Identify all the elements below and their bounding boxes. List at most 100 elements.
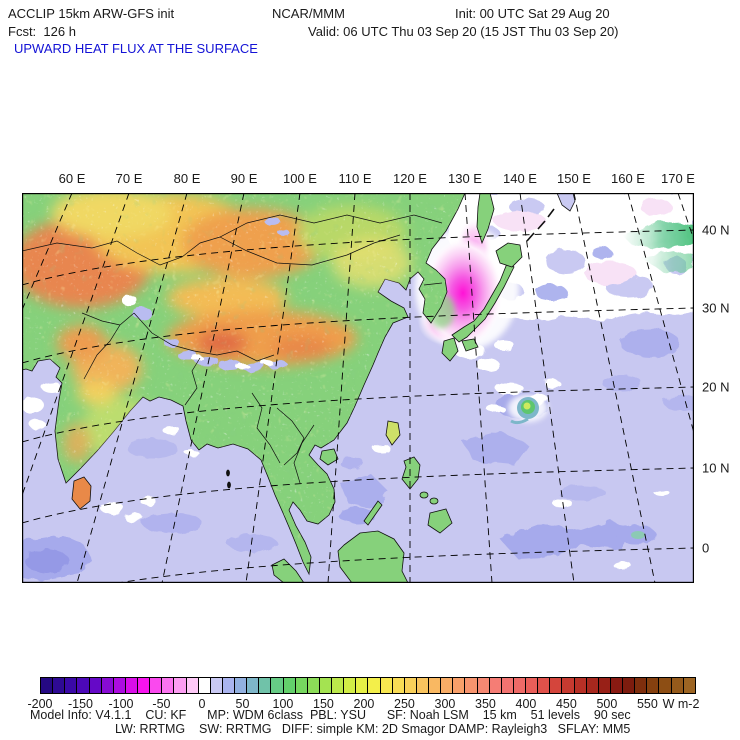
kuril-islands [526, 208, 555, 242]
model-info-line2: LW: RRTMG SW: RRTMG DIFF: simple KM: 2D … [115, 722, 631, 736]
colorbar-cell [453, 678, 466, 693]
sakhalin [476, 193, 495, 245]
lat-label: 20 N [702, 379, 730, 395]
sri-lanka [71, 476, 92, 510]
colorbar-cell [586, 678, 599, 693]
lon-label: 70 E [115, 171, 143, 186]
honshu [451, 260, 515, 343]
colorbar-cell [489, 678, 502, 693]
model-title: ACCLIP 15km ARW-GFS init [8, 6, 175, 21]
colorbar-cell [659, 678, 672, 693]
colorbar-tick-label: -200 [27, 697, 53, 711]
colorbar-unit-label: W m-2 [662, 697, 700, 711]
colorbar-cell [65, 678, 78, 693]
colorbar-cell [477, 678, 490, 693]
ocean-flux-patches [22, 329, 694, 581]
islands [71, 193, 576, 583]
lon-label: 110 E [338, 171, 372, 186]
colorbar-cell [501, 678, 514, 693]
taiwan [385, 420, 401, 446]
colorbar-cell [150, 678, 163, 693]
kyushu [441, 337, 459, 362]
lon-label: 80 E [173, 171, 201, 186]
colorbar-cell [368, 678, 381, 693]
cloud-detail [480, 199, 694, 301]
map-border [22, 193, 694, 583]
colorbar-cell [671, 678, 684, 693]
colorbar-tick-label: 400 [515, 697, 537, 711]
colorbar-cell [307, 678, 320, 693]
colorbar-tick-label: 300 [434, 697, 456, 711]
colorbar-cell [295, 678, 308, 693]
graticule [22, 193, 694, 583]
kamchatka-tip [556, 193, 576, 212]
colorbar-cell [138, 678, 151, 693]
colorbar-cell [77, 678, 90, 693]
colorbar-cell [259, 678, 272, 693]
country-borders [22, 214, 443, 484]
borneo [337, 530, 409, 583]
colorbar-tick-label: -100 [108, 697, 134, 711]
luzon [401, 456, 421, 490]
colorbar-cell [550, 678, 563, 693]
colorbar-cell [101, 678, 114, 693]
colorbar-tick-label: 150 [313, 697, 334, 711]
colorbar-cell [113, 678, 126, 693]
colorbar-cell [356, 678, 369, 693]
colorbar-cell [392, 678, 405, 693]
colorbar-tick-label: 200 [353, 697, 375, 711]
shikoku [461, 338, 479, 352]
lon-label: 90 E [230, 171, 258, 186]
lon-label: 120 E [393, 171, 427, 186]
colorbar-tick-label: 0 [198, 697, 206, 711]
colorbar-cell [610, 678, 623, 693]
colorbar-cell [162, 678, 175, 693]
colorbar-tick-label: 550 [636, 697, 658, 711]
valid-time: Valid: 06 UTC Thu 03 Sep 20 (15 JST Thu … [308, 24, 619, 39]
typhoon-icon [508, 394, 548, 425]
colorbar-cell [538, 678, 551, 693]
lat-label: 40 N [702, 222, 730, 238]
colorbar-cell [465, 678, 478, 693]
colorbar-cell [41, 678, 54, 693]
lat-label: 0 [702, 540, 710, 556]
colorbar-cell [210, 678, 223, 693]
colorbar-cell [513, 678, 526, 693]
colorbar-cell [271, 678, 284, 693]
colorbar-tick-label: 450 [555, 697, 577, 711]
colorbar-cell [125, 678, 138, 693]
colorbar-cell [198, 678, 211, 693]
lat-label: 10 N [702, 460, 730, 476]
colorbar-cell [441, 678, 454, 693]
colorbar-cell [647, 678, 660, 693]
colorbar-cell [574, 678, 587, 693]
hainan [319, 448, 339, 466]
lat-label: 30 N [702, 300, 730, 316]
visayas [419, 491, 429, 499]
colorbar-cell [174, 678, 187, 693]
andaman-islands [226, 469, 230, 477]
lon-label: 60 E [58, 171, 86, 186]
hokkaido [495, 242, 523, 268]
colorbar-cell [332, 678, 345, 693]
variable-title: UPWARD HEAT FLUX AT THE SURFACE [14, 41, 258, 56]
colorbar-cell [635, 678, 648, 693]
colorbar-tick-label: 350 [474, 697, 496, 711]
colorbar-cell [235, 678, 248, 693]
colorbar-cell [53, 678, 66, 693]
sumatra [271, 558, 305, 583]
colorbar-cell [380, 678, 393, 693]
lon-label: 150 E [557, 171, 591, 186]
colorbar-cell [598, 678, 611, 693]
colorbar-tick-label: 250 [394, 697, 415, 711]
org-label: NCAR/MMM [272, 6, 345, 21]
teal-flux-streak [622, 221, 694, 249]
model-info-line1: Model Info: V4.1.1 CU: KF MP: WDM 6class… [30, 708, 631, 722]
colorbar-cell [89, 678, 102, 693]
weather-map [22, 193, 694, 583]
colorbar-cell [222, 678, 235, 693]
colorbar-cell [404, 678, 417, 693]
init-time: Init: 00 UTC Sat 29 Aug 20 [455, 6, 610, 21]
colorbar-cell [283, 678, 296, 693]
lon-label: 100 E [283, 171, 317, 186]
